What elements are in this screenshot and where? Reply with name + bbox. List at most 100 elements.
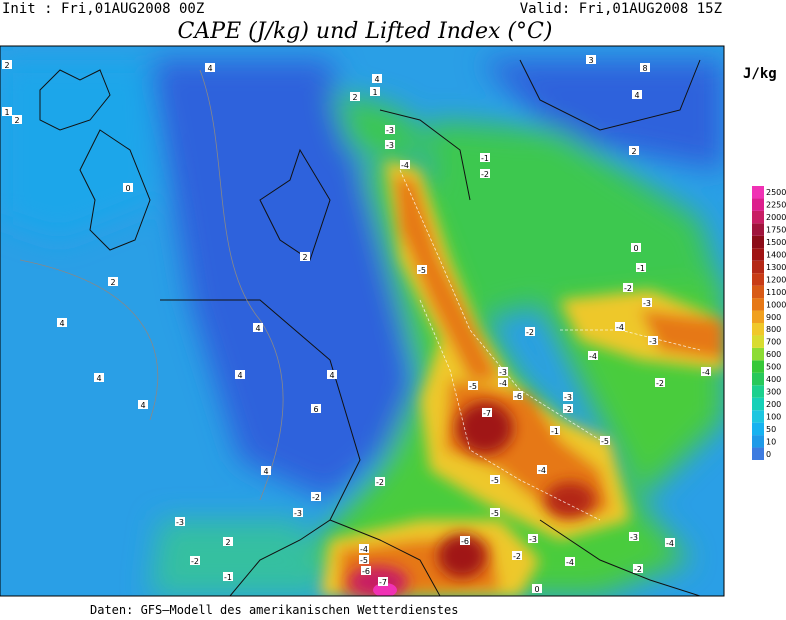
colorbar-label: 2500 bbox=[766, 188, 786, 197]
colorbar-swatch bbox=[752, 447, 764, 460]
contour-label-box bbox=[123, 183, 133, 192]
contour-label: -5 bbox=[601, 437, 609, 446]
contour-label: -1 bbox=[551, 427, 559, 436]
contour-label: 2 bbox=[14, 116, 19, 125]
contour-label: -1 bbox=[224, 573, 232, 582]
contour-label-box bbox=[525, 327, 535, 336]
contour-label-box bbox=[498, 378, 508, 387]
contour-label-box bbox=[532, 584, 542, 593]
colorbar-label: 100 bbox=[766, 412, 781, 421]
contour-label: -2 bbox=[624, 284, 632, 293]
contour-label: 2 bbox=[302, 253, 307, 262]
contour-label: 2 bbox=[631, 147, 636, 156]
contour-label: 4 bbox=[634, 91, 639, 100]
contour-label-box bbox=[375, 477, 385, 486]
contour-label-box bbox=[311, 404, 321, 413]
colorbar-label: 2250 bbox=[766, 201, 786, 210]
contour-label-box bbox=[655, 378, 665, 387]
contour-label-box bbox=[623, 283, 633, 292]
contour-label-box bbox=[300, 252, 310, 261]
colorbar-swatch bbox=[752, 335, 764, 348]
contour-label-box bbox=[648, 336, 658, 345]
contour-label-box bbox=[311, 492, 321, 501]
contour-label-box bbox=[350, 92, 360, 101]
contour-label-box bbox=[293, 508, 303, 517]
contour-label-box bbox=[94, 373, 104, 382]
colorbar-label: 1100 bbox=[766, 288, 786, 297]
contour-label: -3 bbox=[499, 368, 507, 377]
contour-label-box bbox=[460, 536, 470, 545]
contour-label-box bbox=[190, 556, 200, 565]
contour-label-box bbox=[629, 532, 639, 541]
contour-label: 2 bbox=[352, 93, 357, 102]
colorbar-label: 2000 bbox=[766, 213, 786, 222]
colorbar-swatch bbox=[752, 285, 764, 299]
contour-label: -6 bbox=[461, 537, 469, 546]
colorbar-label: 1500 bbox=[766, 238, 786, 247]
valid-time: Valid: Fri,01AUG2008 15Z bbox=[520, 1, 722, 17]
contour-label: -2 bbox=[191, 557, 199, 566]
contour-label-box bbox=[588, 351, 598, 360]
contour-label-box bbox=[498, 367, 508, 376]
contour-label-box bbox=[528, 534, 538, 543]
contour-label-box bbox=[636, 263, 646, 272]
contour-label-box bbox=[600, 436, 610, 445]
contour-label: -1 bbox=[481, 154, 489, 163]
colorbar: 0 10 50 100 200 300 400 500 600 700 800 900 1000 1100… bbox=[752, 186, 786, 460]
contour-label-box bbox=[12, 115, 22, 124]
contour-label-box bbox=[490, 508, 500, 517]
colorbar-label: 1200 bbox=[766, 275, 786, 284]
contour-label: -4 bbox=[666, 539, 674, 548]
contour-label: 3 bbox=[588, 56, 593, 65]
colorbar-swatch bbox=[752, 235, 764, 249]
contour-label-box bbox=[586, 55, 596, 64]
colorbar-swatch bbox=[752, 198, 764, 211]
contour-label: 0 bbox=[534, 585, 539, 594]
contour-label: 4 bbox=[255, 324, 260, 333]
contour-label-box bbox=[642, 298, 652, 307]
colorbar-swatch bbox=[752, 347, 764, 361]
contour-label-box bbox=[261, 466, 271, 475]
colorbar-label: 1400 bbox=[766, 251, 786, 260]
colorbar-swatch bbox=[752, 273, 764, 286]
colorbar-swatch bbox=[752, 372, 764, 386]
contour-label: -3 bbox=[643, 299, 651, 308]
contour-label: -2 bbox=[481, 170, 489, 179]
contour-label-box bbox=[223, 537, 233, 546]
map-title: CAPE (J/kg) und Lifted Index (°C) bbox=[178, 19, 553, 44]
colorbar-label: 700 bbox=[766, 338, 781, 347]
contour-label-box bbox=[361, 566, 371, 575]
contour-label-box bbox=[235, 370, 245, 379]
colorbar-swatch bbox=[752, 186, 764, 199]
contour-label-box bbox=[327, 370, 337, 379]
contour-label: 4 bbox=[140, 401, 145, 410]
contour-label: 4 bbox=[59, 319, 64, 328]
colorbar-label: 900 bbox=[766, 313, 781, 322]
colorbar-label: 50 bbox=[766, 425, 776, 434]
contour-label: -5 bbox=[469, 382, 477, 391]
contour-label: 8 bbox=[642, 64, 647, 73]
contour-label-box bbox=[2, 60, 12, 69]
contour-label: -3 bbox=[386, 141, 394, 150]
colorbar-label: 300 bbox=[766, 388, 781, 397]
contour-label-box bbox=[615, 322, 625, 331]
contour-label: -3 bbox=[176, 518, 184, 527]
contour-label-box bbox=[513, 391, 523, 400]
contour-label: 0 bbox=[125, 184, 130, 193]
contour-label: 4 bbox=[207, 64, 212, 73]
contour-label: 4 bbox=[263, 467, 268, 476]
contour-label-box bbox=[565, 557, 575, 566]
contour-label: 6 bbox=[313, 405, 318, 414]
contour-label: -2 bbox=[513, 552, 521, 561]
contour-label: 4 bbox=[237, 371, 242, 380]
contour-label: -6 bbox=[514, 392, 522, 401]
colorbar-swatch bbox=[752, 260, 764, 274]
contour-label-box bbox=[372, 74, 382, 83]
contour-label: -2 bbox=[656, 379, 664, 388]
contour-label: 4 bbox=[329, 371, 334, 380]
contour-label-box bbox=[468, 381, 478, 390]
data-source: Daten: GFS–Modell des amerikanischen Wet… bbox=[90, 603, 458, 617]
contour-label-box bbox=[370, 87, 380, 96]
contour-label-box bbox=[701, 367, 711, 376]
contour-label: 0 bbox=[633, 244, 638, 253]
